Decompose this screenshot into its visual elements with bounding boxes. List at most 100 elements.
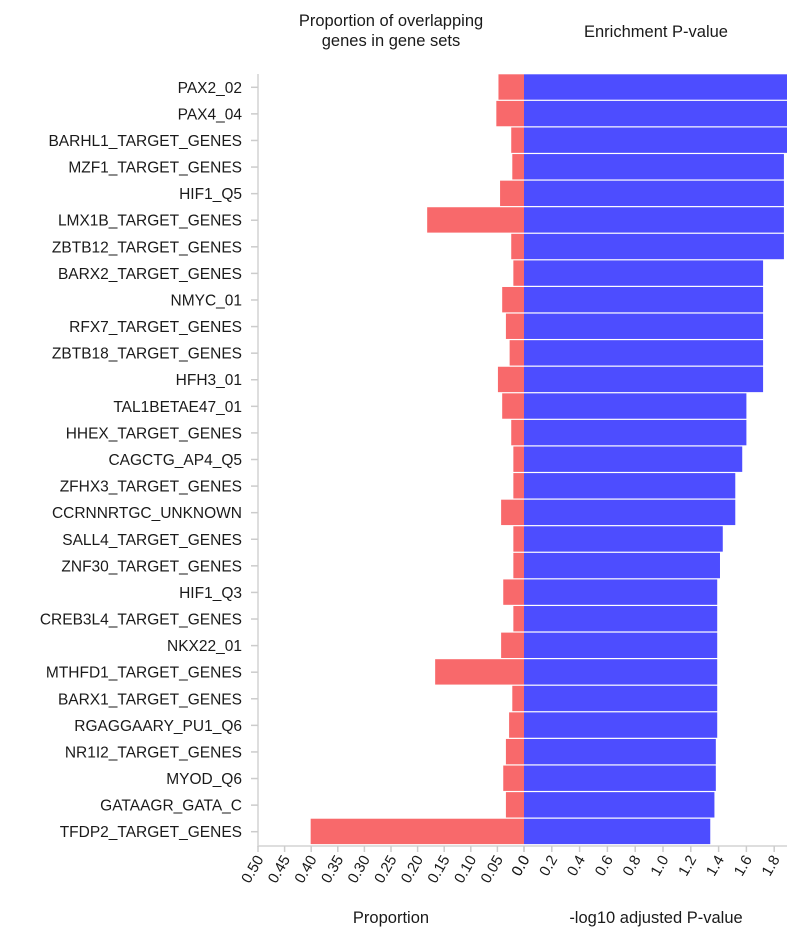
proportion-bar bbox=[505, 792, 524, 818]
proportion-bar bbox=[512, 154, 524, 180]
category-label: RFX7_TARGET_GENES bbox=[69, 319, 242, 336]
category-label: PAX2_02 bbox=[178, 80, 242, 97]
pvalue-tick-label: 0.2 bbox=[536, 853, 561, 880]
proportion-bar bbox=[513, 606, 524, 632]
proportion-tick-label: 0.40 bbox=[291, 853, 320, 887]
proportion-tick-label: 0.35 bbox=[318, 853, 347, 887]
category-label: GATAAGR_GATA_C bbox=[100, 798, 242, 815]
category-label: MTHFD1_TARGET_GENES bbox=[46, 665, 242, 682]
category-label: SALL4_TARGET_GENES bbox=[62, 532, 242, 549]
pvalue-bar bbox=[524, 685, 718, 712]
category-label: NKX22_01 bbox=[167, 638, 242, 655]
proportion-bars bbox=[310, 74, 524, 845]
proportion-bar bbox=[505, 738, 524, 765]
pvalue-tick-label: 1.0 bbox=[647, 853, 672, 880]
pvalue-tick-label: 0.6 bbox=[592, 853, 617, 880]
category-label: MYOD_Q6 bbox=[166, 771, 242, 788]
pvalue-bar bbox=[524, 473, 736, 499]
pvalue-tick-label: 1.6 bbox=[731, 853, 756, 880]
category-label: NMYC_01 bbox=[171, 292, 243, 309]
pvalue-tick-label: 1.2 bbox=[675, 853, 700, 880]
pvalue-bar bbox=[524, 446, 743, 472]
proportion-tick-label: 0.25 bbox=[371, 853, 400, 887]
category-label: BARHL1_TARGET_GENES bbox=[48, 133, 242, 150]
pvalue-bar bbox=[524, 340, 764, 366]
proportion-tick-label: 0.20 bbox=[398, 853, 427, 887]
pvalue-bar bbox=[524, 393, 747, 419]
category-label: ZFHX3_TARGET_GENES bbox=[60, 479, 242, 496]
pvalue-axis: 0.0 0.2 0.4 0.6 0.8 1.0 1.2 1.4 1.6 1.8 bbox=[508, 846, 784, 880]
category-label: ZBTB18_TARGET_GENES bbox=[52, 346, 242, 363]
proportion-bar bbox=[501, 632, 524, 658]
pvalue-tick-label: 0.0 bbox=[508, 853, 533, 880]
proportion-bar bbox=[511, 127, 524, 153]
pvalue-bar bbox=[524, 419, 747, 446]
pvalue-bar bbox=[524, 180, 784, 207]
category-label: BARX2_TARGET_GENES bbox=[58, 266, 242, 283]
proportion-bar bbox=[497, 366, 524, 393]
category-label: HFH3_01 bbox=[176, 372, 242, 389]
pvalue-bar bbox=[524, 552, 720, 579]
pvalue-bar bbox=[524, 233, 784, 260]
left-title-line: Proportion of overlapping bbox=[299, 12, 483, 30]
proportion-bar bbox=[503, 765, 524, 791]
proportion-bar bbox=[435, 659, 524, 685]
proportion-bar bbox=[513, 526, 524, 552]
proportion-bar bbox=[502, 286, 524, 313]
proportion-bar bbox=[509, 712, 524, 738]
pvalue-bar bbox=[524, 526, 723, 552]
proportion-bar bbox=[511, 419, 524, 446]
pvalue-bar bbox=[524, 712, 718, 738]
proportion-tick-label: 0.50 bbox=[238, 853, 267, 887]
proportion-bar bbox=[498, 74, 524, 100]
pvalue-bar bbox=[524, 74, 787, 100]
category-label: RGAGGAARY_PU1_Q6 bbox=[74, 718, 242, 735]
pvalue-bar bbox=[524, 738, 716, 765]
pvalue-tick-label: 1.4 bbox=[703, 853, 728, 880]
proportion-tick-label: 0.10 bbox=[451, 853, 480, 887]
pvalue-bar bbox=[524, 659, 718, 685]
pvalue-bar bbox=[524, 207, 784, 233]
proportion-bar bbox=[501, 499, 524, 526]
proportion-bar bbox=[513, 446, 524, 472]
proportion-bar bbox=[500, 180, 524, 207]
proportion-tick-label: 0.15 bbox=[424, 853, 453, 887]
category-label: CCRNNRTGC_UNKNOWN bbox=[52, 505, 242, 522]
pvalue-tick-label: 1.8 bbox=[759, 853, 784, 880]
pvalue-bar bbox=[524, 127, 787, 153]
pvalue-bar bbox=[524, 765, 716, 791]
proportion-bar bbox=[511, 233, 524, 260]
proportion-bar bbox=[503, 579, 524, 605]
left-panel-title: Proportion of overlapping genes in gene s… bbox=[299, 12, 483, 50]
category-label: TAL1BETAE47_01 bbox=[113, 399, 242, 416]
proportion-axis: 0.00.050.100.150.200.250.300.350.400.450… bbox=[238, 846, 533, 886]
pvalue-bars bbox=[524, 74, 787, 845]
proportion-bar bbox=[513, 260, 524, 286]
chart-frame bbox=[257, 74, 787, 847]
proportion-bar bbox=[505, 313, 524, 339]
category-label: PAX4_04 bbox=[178, 106, 243, 123]
category-label: TFDP2_TARGET_GENES bbox=[60, 824, 242, 841]
pvalue-axis-title: -log10 adjusted P-value bbox=[569, 909, 742, 927]
left-title-line: genes in gene sets bbox=[322, 32, 461, 50]
proportion-bar bbox=[513, 552, 524, 579]
pvalue-bar bbox=[524, 792, 715, 818]
pvalue-tick-label: 0.8 bbox=[620, 853, 645, 880]
proportion-bar bbox=[310, 818, 524, 845]
pvalue-tick-label: 0.4 bbox=[564, 853, 589, 880]
proportion-bar bbox=[513, 473, 524, 499]
pvalue-bar bbox=[524, 286, 764, 313]
category-label: NR1I2_TARGET_GENES bbox=[65, 744, 242, 761]
proportion-bar bbox=[509, 340, 524, 366]
pvalue-bar bbox=[524, 606, 718, 632]
category-label: ZNF30_TARGET_GENES bbox=[61, 558, 242, 575]
category-label: HIF1_Q3 bbox=[179, 585, 242, 602]
category-label: HHEX_TARGET_GENES bbox=[66, 425, 242, 442]
right-panel-title: Enrichment P-value bbox=[584, 23, 728, 41]
proportion-tick-label: 0.30 bbox=[345, 853, 374, 887]
proportion-bar bbox=[512, 685, 524, 712]
proportion-tick-label: 0.45 bbox=[265, 853, 294, 887]
category-label: CAGCTG_AP4_Q5 bbox=[108, 452, 242, 469]
pvalue-bar bbox=[524, 499, 736, 526]
